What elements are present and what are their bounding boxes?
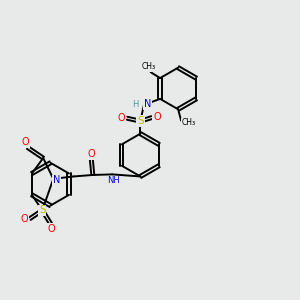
Text: O: O <box>47 224 55 234</box>
Text: O: O <box>153 112 161 122</box>
Text: N: N <box>144 99 151 109</box>
Text: N: N <box>53 175 61 185</box>
Text: CH₃: CH₃ <box>142 62 156 71</box>
Text: S: S <box>39 205 46 215</box>
Text: O: O <box>88 149 95 159</box>
Text: NH: NH <box>107 176 120 185</box>
Text: O: O <box>22 137 29 147</box>
Text: O: O <box>118 112 125 123</box>
Text: H: H <box>132 100 139 109</box>
Text: S: S <box>137 116 144 126</box>
Text: CH₃: CH₃ <box>182 118 196 127</box>
Text: O: O <box>21 214 28 224</box>
